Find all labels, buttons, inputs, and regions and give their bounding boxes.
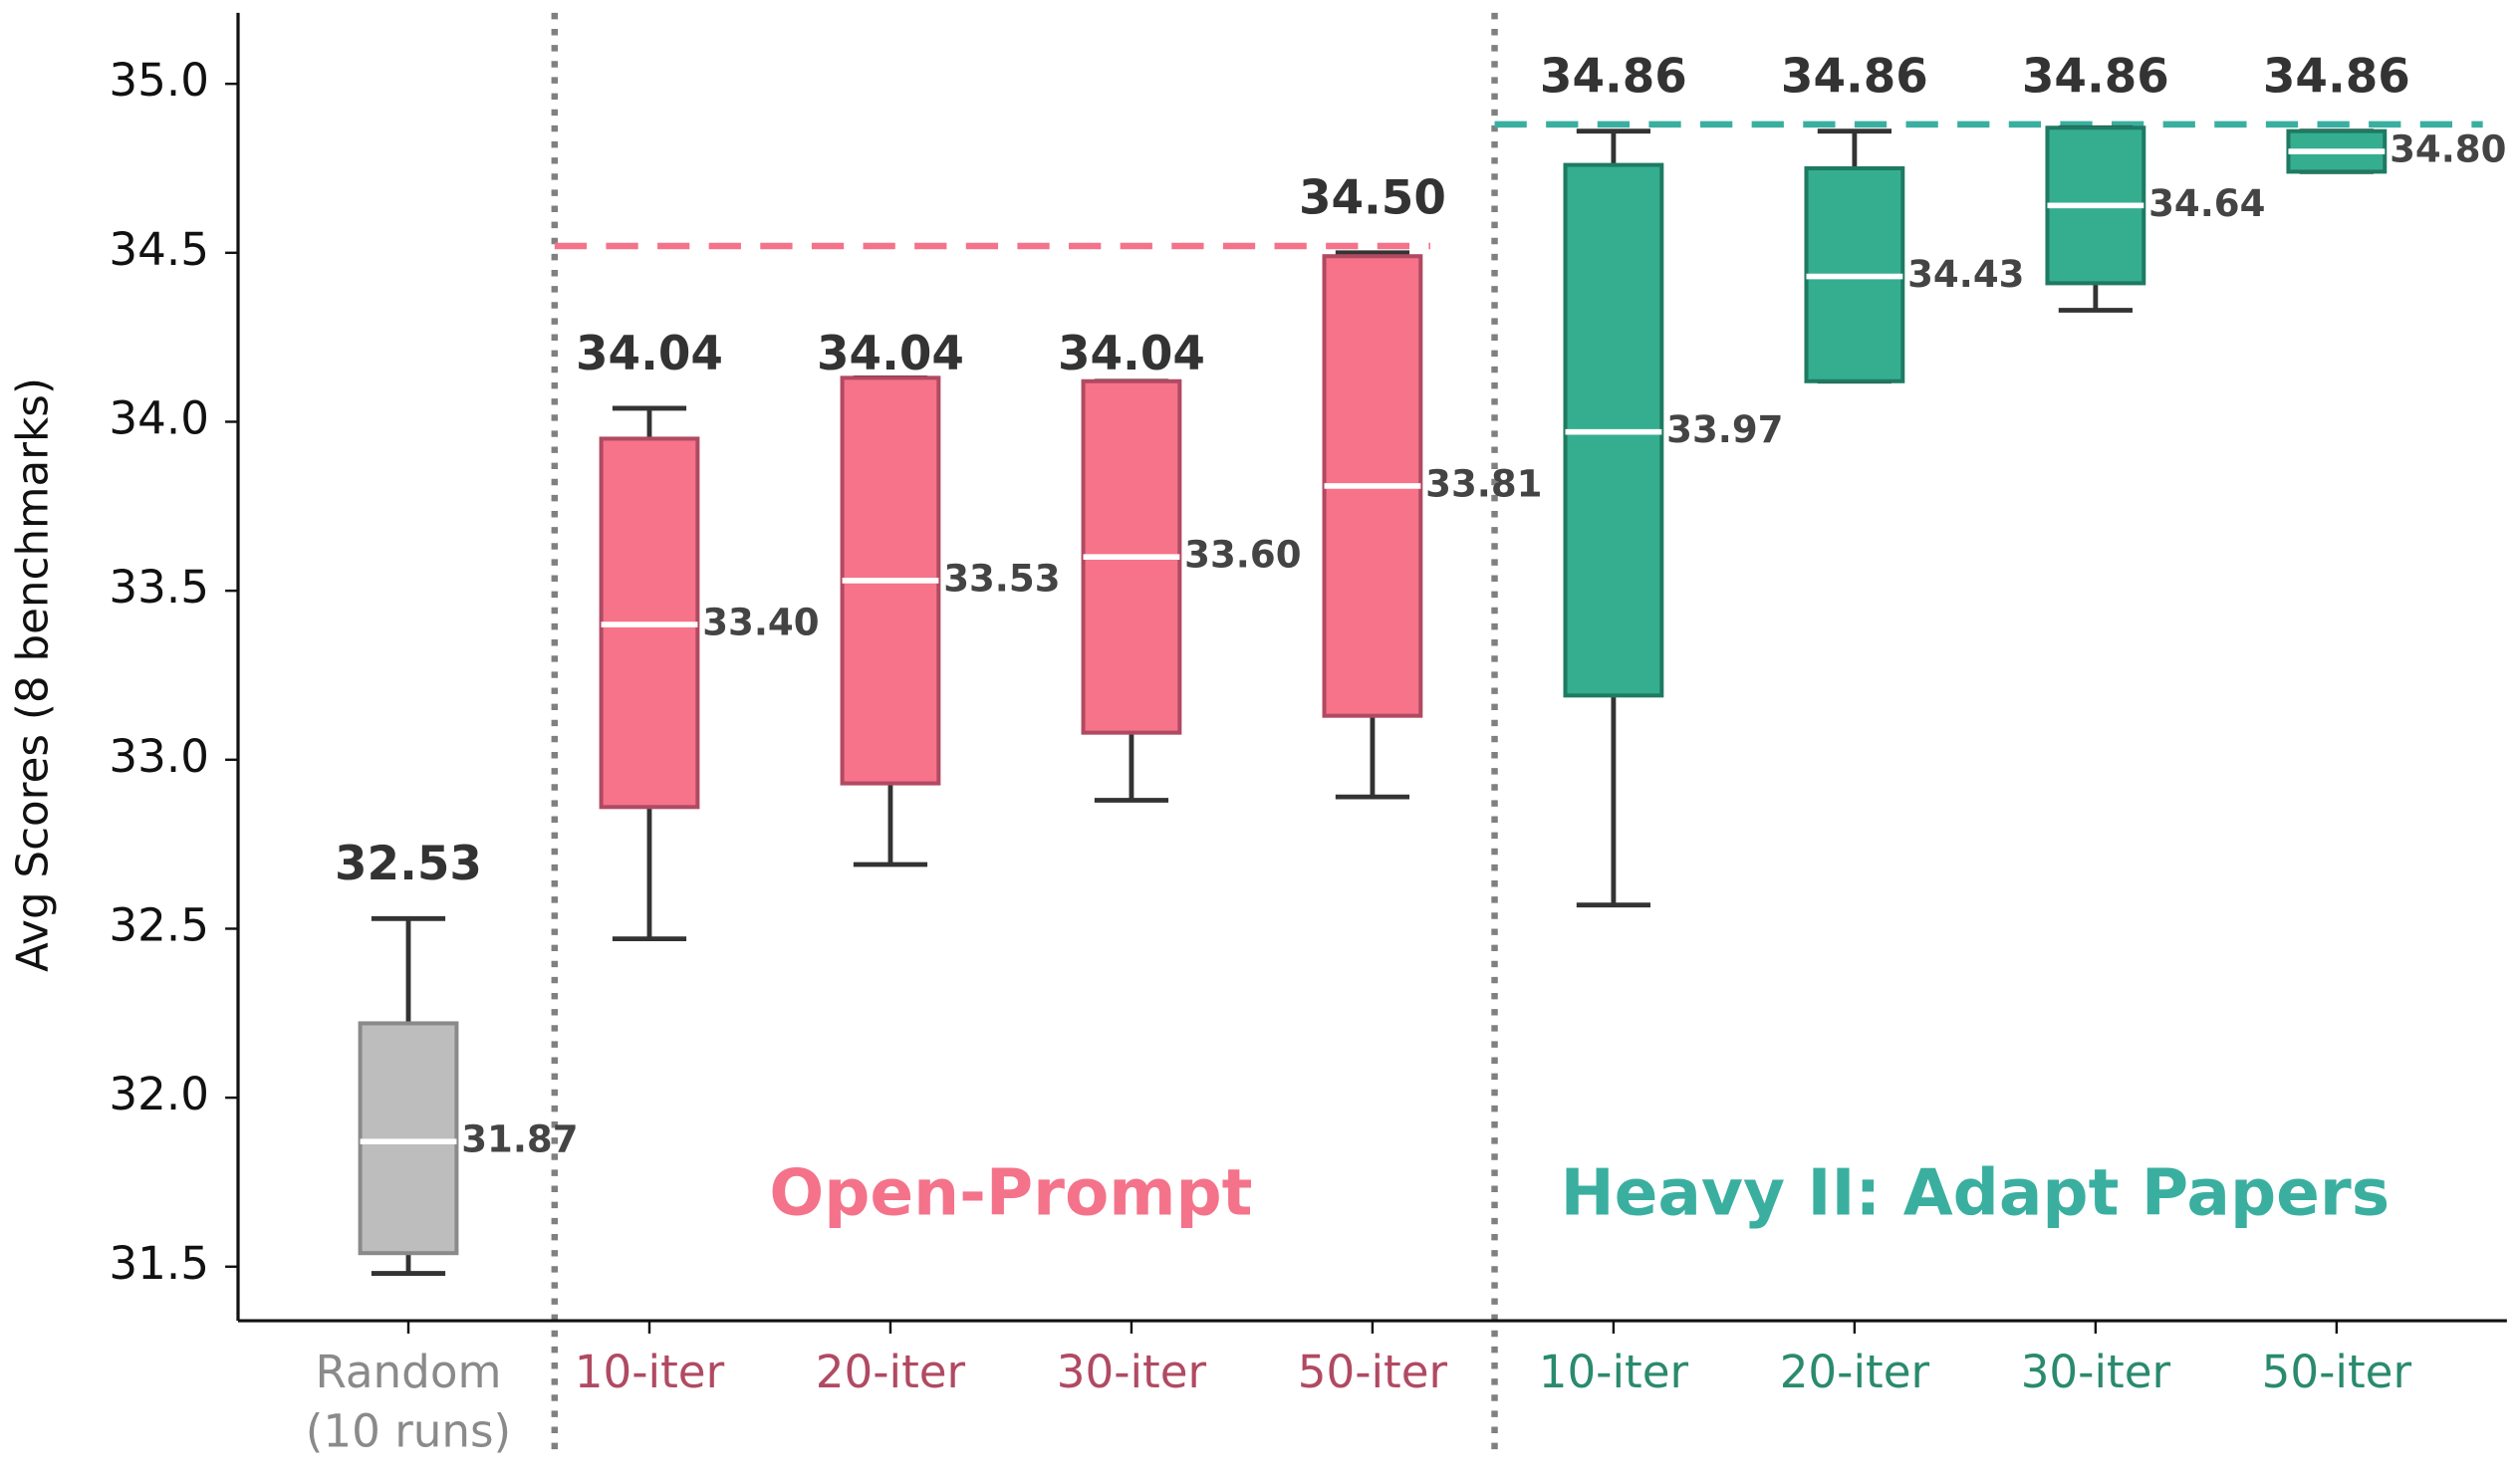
y-tick-label: 32.5 bbox=[109, 898, 209, 951]
x-tick-label: 20-iter bbox=[816, 1346, 966, 1398]
median-label: 31.87 bbox=[461, 1118, 578, 1161]
group-label: Heavy II: Adapt Papers bbox=[1561, 1155, 2391, 1230]
top-label: 34.04 bbox=[817, 328, 964, 381]
top-label: 34.04 bbox=[1058, 328, 1205, 381]
top-label: 34.86 bbox=[1781, 51, 1928, 105]
x-tick-label: 10-iter bbox=[575, 1346, 725, 1398]
median-label: 33.97 bbox=[1666, 408, 1783, 451]
median-label: 33.81 bbox=[1425, 462, 1542, 505]
box bbox=[358, 1021, 459, 1256]
x-tick-label: 30-iter bbox=[1057, 1346, 1207, 1398]
median-label: 34.80 bbox=[2390, 128, 2506, 171]
top-label: 34.86 bbox=[2022, 51, 2169, 105]
median-label: 34.43 bbox=[1907, 253, 2024, 296]
y-tick-label: 33.5 bbox=[109, 561, 209, 614]
x-tick-label: 10-iter bbox=[1539, 1346, 1689, 1398]
top-label: 34.50 bbox=[1299, 172, 1446, 226]
x-tick-label: 30-iter bbox=[2021, 1346, 2171, 1398]
y-tick-label: 32.0 bbox=[109, 1068, 209, 1120]
y-tick-label: 34.5 bbox=[109, 223, 209, 276]
x-tick-label: Random bbox=[316, 1346, 502, 1398]
x-tick-label: (10 runs) bbox=[306, 1405, 511, 1458]
y-tick-label: 34.0 bbox=[109, 391, 209, 444]
y-tick-label: 33.0 bbox=[109, 730, 209, 783]
x-tick-label: 50-iter bbox=[2262, 1346, 2412, 1398]
top-label: 32.53 bbox=[335, 838, 482, 891]
median-label: 34.64 bbox=[2148, 182, 2265, 225]
x-tick-label: 50-iter bbox=[1298, 1346, 1448, 1398]
median-label: 33.40 bbox=[702, 602, 819, 644]
y-tick-label: 31.5 bbox=[109, 1237, 209, 1290]
top-label: 34.86 bbox=[2263, 51, 2410, 105]
y-tick-label: 35.0 bbox=[109, 54, 209, 107]
y-axis-label: Avg Scores (8 benchmarks) bbox=[9, 377, 59, 972]
median-label: 33.53 bbox=[943, 557, 1060, 600]
median-label: 33.60 bbox=[1184, 534, 1301, 577]
x-tick-label: 20-iter bbox=[1780, 1346, 1930, 1398]
group-label: Open-Prompt bbox=[769, 1155, 1252, 1230]
top-label: 34.04 bbox=[576, 328, 723, 381]
top-label: 34.86 bbox=[1540, 51, 1687, 105]
